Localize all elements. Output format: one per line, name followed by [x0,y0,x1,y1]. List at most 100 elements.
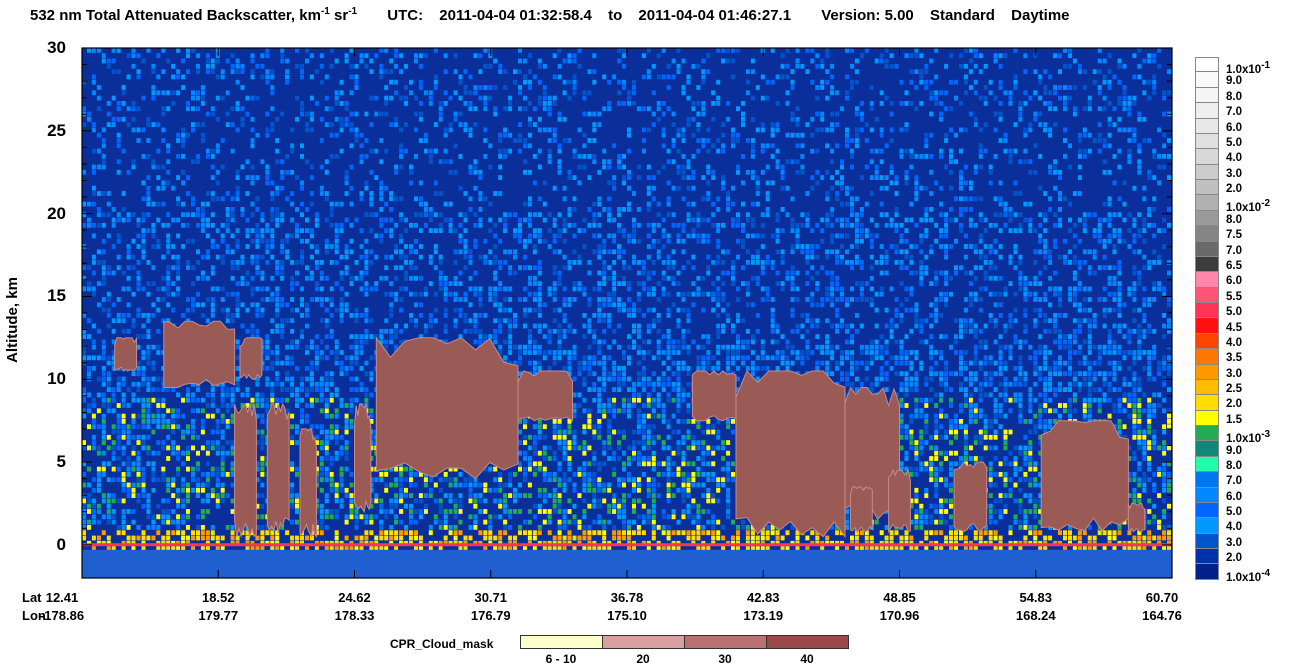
heatmap-cell [275,403,280,408]
heatmap-cell [547,445,552,451]
heatmap-cell [448,477,453,483]
heatmap-cell [404,101,408,106]
heatmap-cell [334,222,339,228]
heatmap-cell [101,281,106,286]
heatmap-cell [423,503,428,509]
heatmap-cell [632,429,636,435]
heatmap-cell [364,360,369,366]
heatmap-cell [101,530,106,536]
heatmap-cell [200,397,205,403]
heatmap-cell [295,509,299,514]
heatmap-cell [280,302,285,308]
heatmap-cell [572,154,577,159]
heatmap-cell [537,95,542,101]
heatmap-cell [319,456,324,461]
heatmap-cell [314,244,319,249]
heatmap-cell [334,101,339,106]
heatmap-cell [607,434,612,440]
heatmap-cell [433,514,438,520]
heatmap-cell [305,387,309,392]
heatmap-cell [131,413,136,419]
heatmap-cell [478,302,483,308]
heatmap-cell [275,116,280,122]
heatmap-cell [295,307,299,313]
heatmap-cell [488,228,493,233]
heatmap-cell [488,535,493,541]
heatmap-cell [369,392,374,398]
heatmap-cell [176,530,181,536]
heatmap-cell [627,387,631,392]
heatmap-cell [513,318,517,324]
heatmap-cell [527,169,532,175]
heatmap-cell [121,450,126,456]
heatmap-cell [290,498,295,504]
heatmap-cell [503,85,508,90]
heatmap-cell [191,90,195,96]
heatmap-cell [141,466,146,472]
heatmap-cell [151,69,156,74]
title-version: Version: 5.00 [821,7,914,24]
heatmap-cell [344,53,349,59]
heatmap-cell [438,509,443,514]
heatmap-cell [414,53,418,59]
heatmap-cell [220,429,225,435]
heatmap-cell [414,509,418,514]
heatmap-cell [409,503,413,509]
heatmap-cell [527,456,532,461]
heatmap-cell [552,132,557,138]
heatmap-cell [552,429,557,435]
heatmap-cell [250,138,255,143]
heatmap-cell [324,403,329,408]
heatmap-cell [225,493,230,498]
heatmap-cell [314,281,319,286]
heatmap-cell [552,450,557,456]
heatmap-cell [562,254,567,260]
heatmap-cell [210,191,215,196]
heatmap-cell [523,297,527,302]
heatmap-cell [423,90,428,96]
heatmap-cell [404,148,408,154]
heatmap-cell [344,413,349,419]
heatmap-cell [265,175,270,180]
heatmap-cell [493,477,498,483]
heatmap-cell [290,169,295,175]
heatmap-cell [265,79,270,85]
heatmap-cell [374,233,379,239]
heatmap-cell [196,275,200,281]
heatmap-cell [567,297,572,302]
heatmap-cell [632,503,636,509]
heatmap-cell [503,519,508,525]
heatmap-cell [587,328,592,334]
heatmap-cell [101,424,106,430]
heatmap-cell [146,408,151,414]
heatmap-cell [181,498,186,504]
heatmap-cell [136,313,141,318]
heatmap-cell [334,339,339,345]
heatmap-cell [156,90,161,96]
heatmap-cell [255,413,260,419]
heatmap-cell [364,392,369,398]
heatmap-cell [587,175,592,180]
heatmap-cell [513,249,517,255]
heatmap-cell [646,445,651,451]
heatmap-cell [542,434,547,440]
heatmap-cell [612,403,617,408]
heatmap-cell [632,381,636,387]
heatmap-cell [636,270,641,276]
heatmap-cell [334,434,339,440]
heatmap-cell [399,233,404,239]
heatmap-cell [146,525,151,530]
heatmap-cell [641,429,646,435]
heatmap-cell [622,85,626,90]
heatmap-cell [651,175,656,180]
heatmap-cell [587,419,592,424]
heatmap-cell [161,546,166,551]
heatmap-cell [87,286,91,292]
heatmap-cell [612,238,617,244]
heatmap-cell [210,212,215,218]
heatmap-cell [617,207,622,212]
heatmap-cell [166,148,171,154]
heatmap-cell [329,376,334,382]
heatmap-cell [597,244,602,249]
heatmap-cell [186,175,190,180]
